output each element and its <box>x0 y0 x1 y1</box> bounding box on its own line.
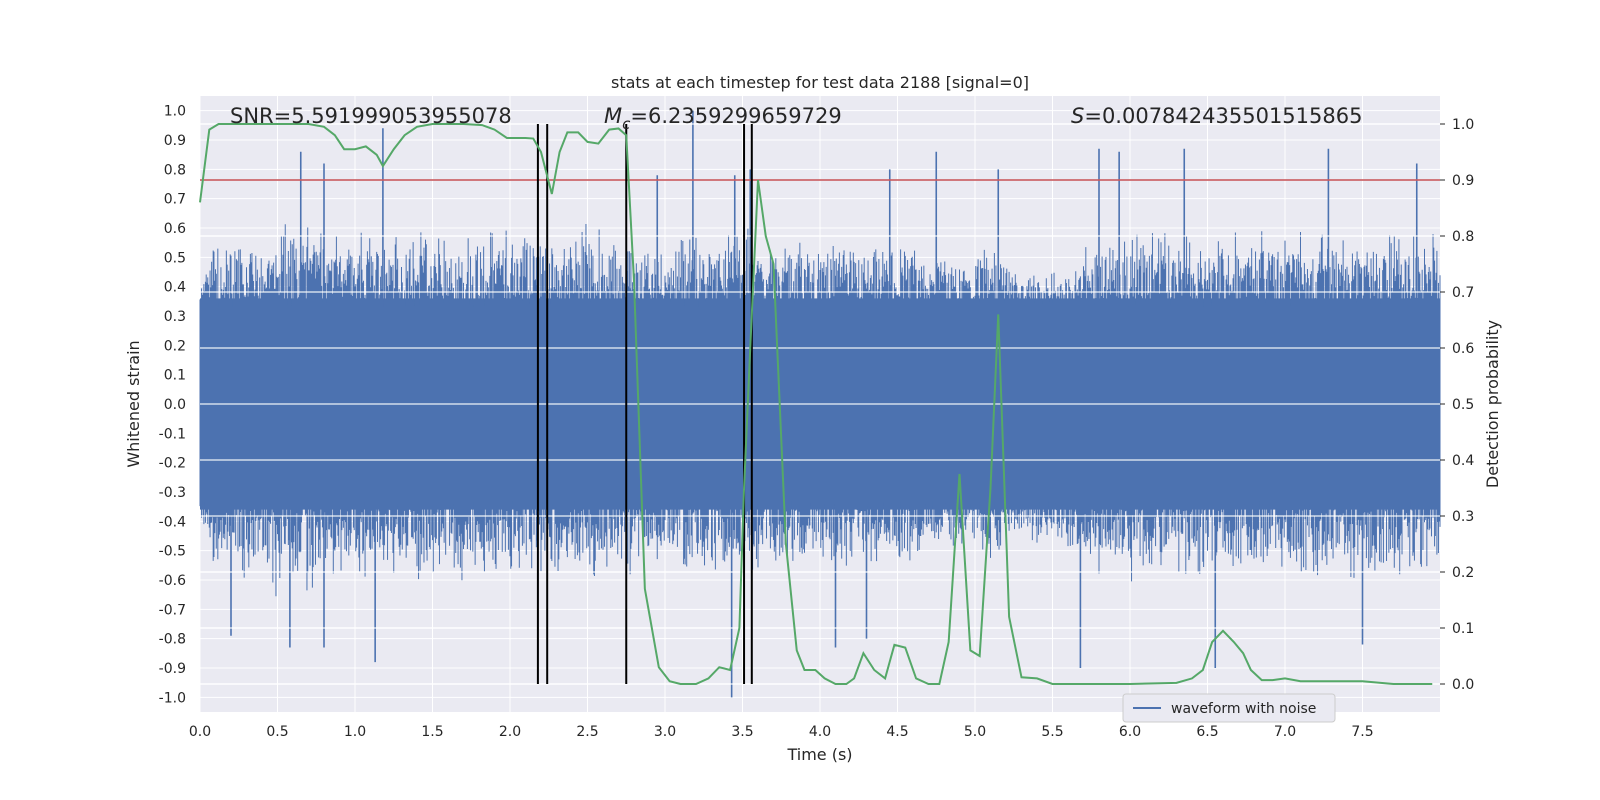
y-left-tick-label: -0.5 <box>159 544 186 560</box>
y-left-tick-label: 0.1 <box>164 368 186 384</box>
s-symbol: S <box>1071 104 1084 128</box>
chart-title: stats at each timestep for test data 218… <box>611 73 1029 92</box>
y-left-tick-label: 0.6 <box>164 221 186 237</box>
y-left-tick-label: -0.9 <box>159 661 186 677</box>
y-right-tick-label: 0.2 <box>1452 565 1474 581</box>
y-left-tick-label: -0.3 <box>159 485 186 501</box>
y-right-tick-label: 0.5 <box>1452 397 1474 413</box>
y-left-tick-label: -0.8 <box>159 632 186 648</box>
y-left-tick-label: 1.0 <box>164 104 186 120</box>
x-tick-label: 2.5 <box>576 724 598 740</box>
y-right-tick-label: 0.9 <box>1452 173 1474 189</box>
y-left-tick-label: 0.5 <box>164 250 186 266</box>
legend-entry: waveform with noise <box>1171 701 1316 717</box>
y-left-tick-label: -0.1 <box>159 426 186 442</box>
x-tick-label: 5.5 <box>1041 724 1063 740</box>
y-left-tick-label: 0.2 <box>164 338 186 354</box>
y-left-tick-label: 0.8 <box>164 162 186 178</box>
x-tick-label: 1.0 <box>344 724 366 740</box>
snr-annotation: SNR=5.591999053955078 <box>230 104 512 128</box>
y-left-tick-label: 0.3 <box>164 309 186 325</box>
x-tick-label: 7.0 <box>1274 724 1296 740</box>
y-right-tick-labels: 1.0 0.9 0.8 0.7 0.6 0.5 0.4 0.3 0.2 0.1 0.0 <box>1440 117 1474 693</box>
x-axis-label: Time (s) <box>786 745 852 764</box>
y-right-tick-label: 0.0 <box>1452 677 1474 693</box>
y-right-tick-label: 0.7 <box>1452 285 1474 301</box>
x-tick-label: 1.5 <box>421 724 443 740</box>
y-left-tick-label: 0.7 <box>164 192 186 208</box>
x-tick-label: 3.5 <box>731 724 753 740</box>
x-tick-label: 6.0 <box>1119 724 1141 740</box>
y-left-tick-label: -0.4 <box>159 514 186 530</box>
vertical-lines <box>536 124 753 684</box>
mc-subscript: c <box>622 115 631 133</box>
y-left-tick-label: -1.0 <box>159 690 186 706</box>
y-right-tick-label: 0.8 <box>1452 229 1474 245</box>
y-right-tick-label: 1.0 <box>1452 117 1474 133</box>
x-tick-label: 0.5 <box>266 724 288 740</box>
y-left-tick-label: 0.4 <box>164 280 186 296</box>
y-right-tick-label: 0.3 <box>1452 509 1474 525</box>
s-value: =0.007842435501515865 <box>1084 104 1362 128</box>
y-left-tick-label: -0.7 <box>159 602 186 618</box>
y-right-axis-label: Detection probability <box>1483 320 1502 488</box>
x-tick-label: 5.0 <box>964 724 986 740</box>
x-tick-label: 4.0 <box>809 724 831 740</box>
y-left-tick-label: -0.2 <box>159 456 186 472</box>
y-left-axis-label: Whitened strain <box>124 340 143 467</box>
probability-line <box>199 123 1433 685</box>
y-right-tick-label: 0.1 <box>1452 621 1474 637</box>
x-tick-label: 2.0 <box>499 724 521 740</box>
s-annotation: S=0.007842435501515865 <box>1071 104 1362 128</box>
mc-symbol: M <box>604 104 622 128</box>
y-left-tick-labels: 1.0 0.9 0.8 0.7 0.6 0.5 0.4 0.3 0.2 0.1 0.0 -0.1 -0.… <box>159 104 186 707</box>
x-tick-label: 7.5 <box>1351 724 1373 740</box>
mc-annotation: Mc=6.2359299659729 <box>604 104 842 133</box>
legend-box <box>1122 693 1336 723</box>
x-tick-label: 3.0 <box>654 724 676 740</box>
y-left-tick-label: -0.6 <box>159 573 186 589</box>
x-tick-label: 0.0 <box>189 724 211 740</box>
y-left-tick-label: 0.0 <box>164 397 186 413</box>
probability-series <box>199 123 1433 685</box>
x-tick-label: 6.5 <box>1196 724 1218 740</box>
y-right-tick-label: 0.4 <box>1452 453 1474 469</box>
y-left-tick-label: 0.9 <box>164 133 186 149</box>
x-tick-labels: 0.0 0.5 1.0 1.5 2.0 2.5 3.0 3.5 4.0 4.5 5.0 5.5 6.0 6… <box>189 724 1374 740</box>
x-tick-label: 4.5 <box>886 724 908 740</box>
legend: waveform with noise <box>1122 693 1336 723</box>
y-right-tick-label: 0.6 <box>1452 341 1474 357</box>
mc-value: =6.2359299659729 <box>630 104 841 128</box>
